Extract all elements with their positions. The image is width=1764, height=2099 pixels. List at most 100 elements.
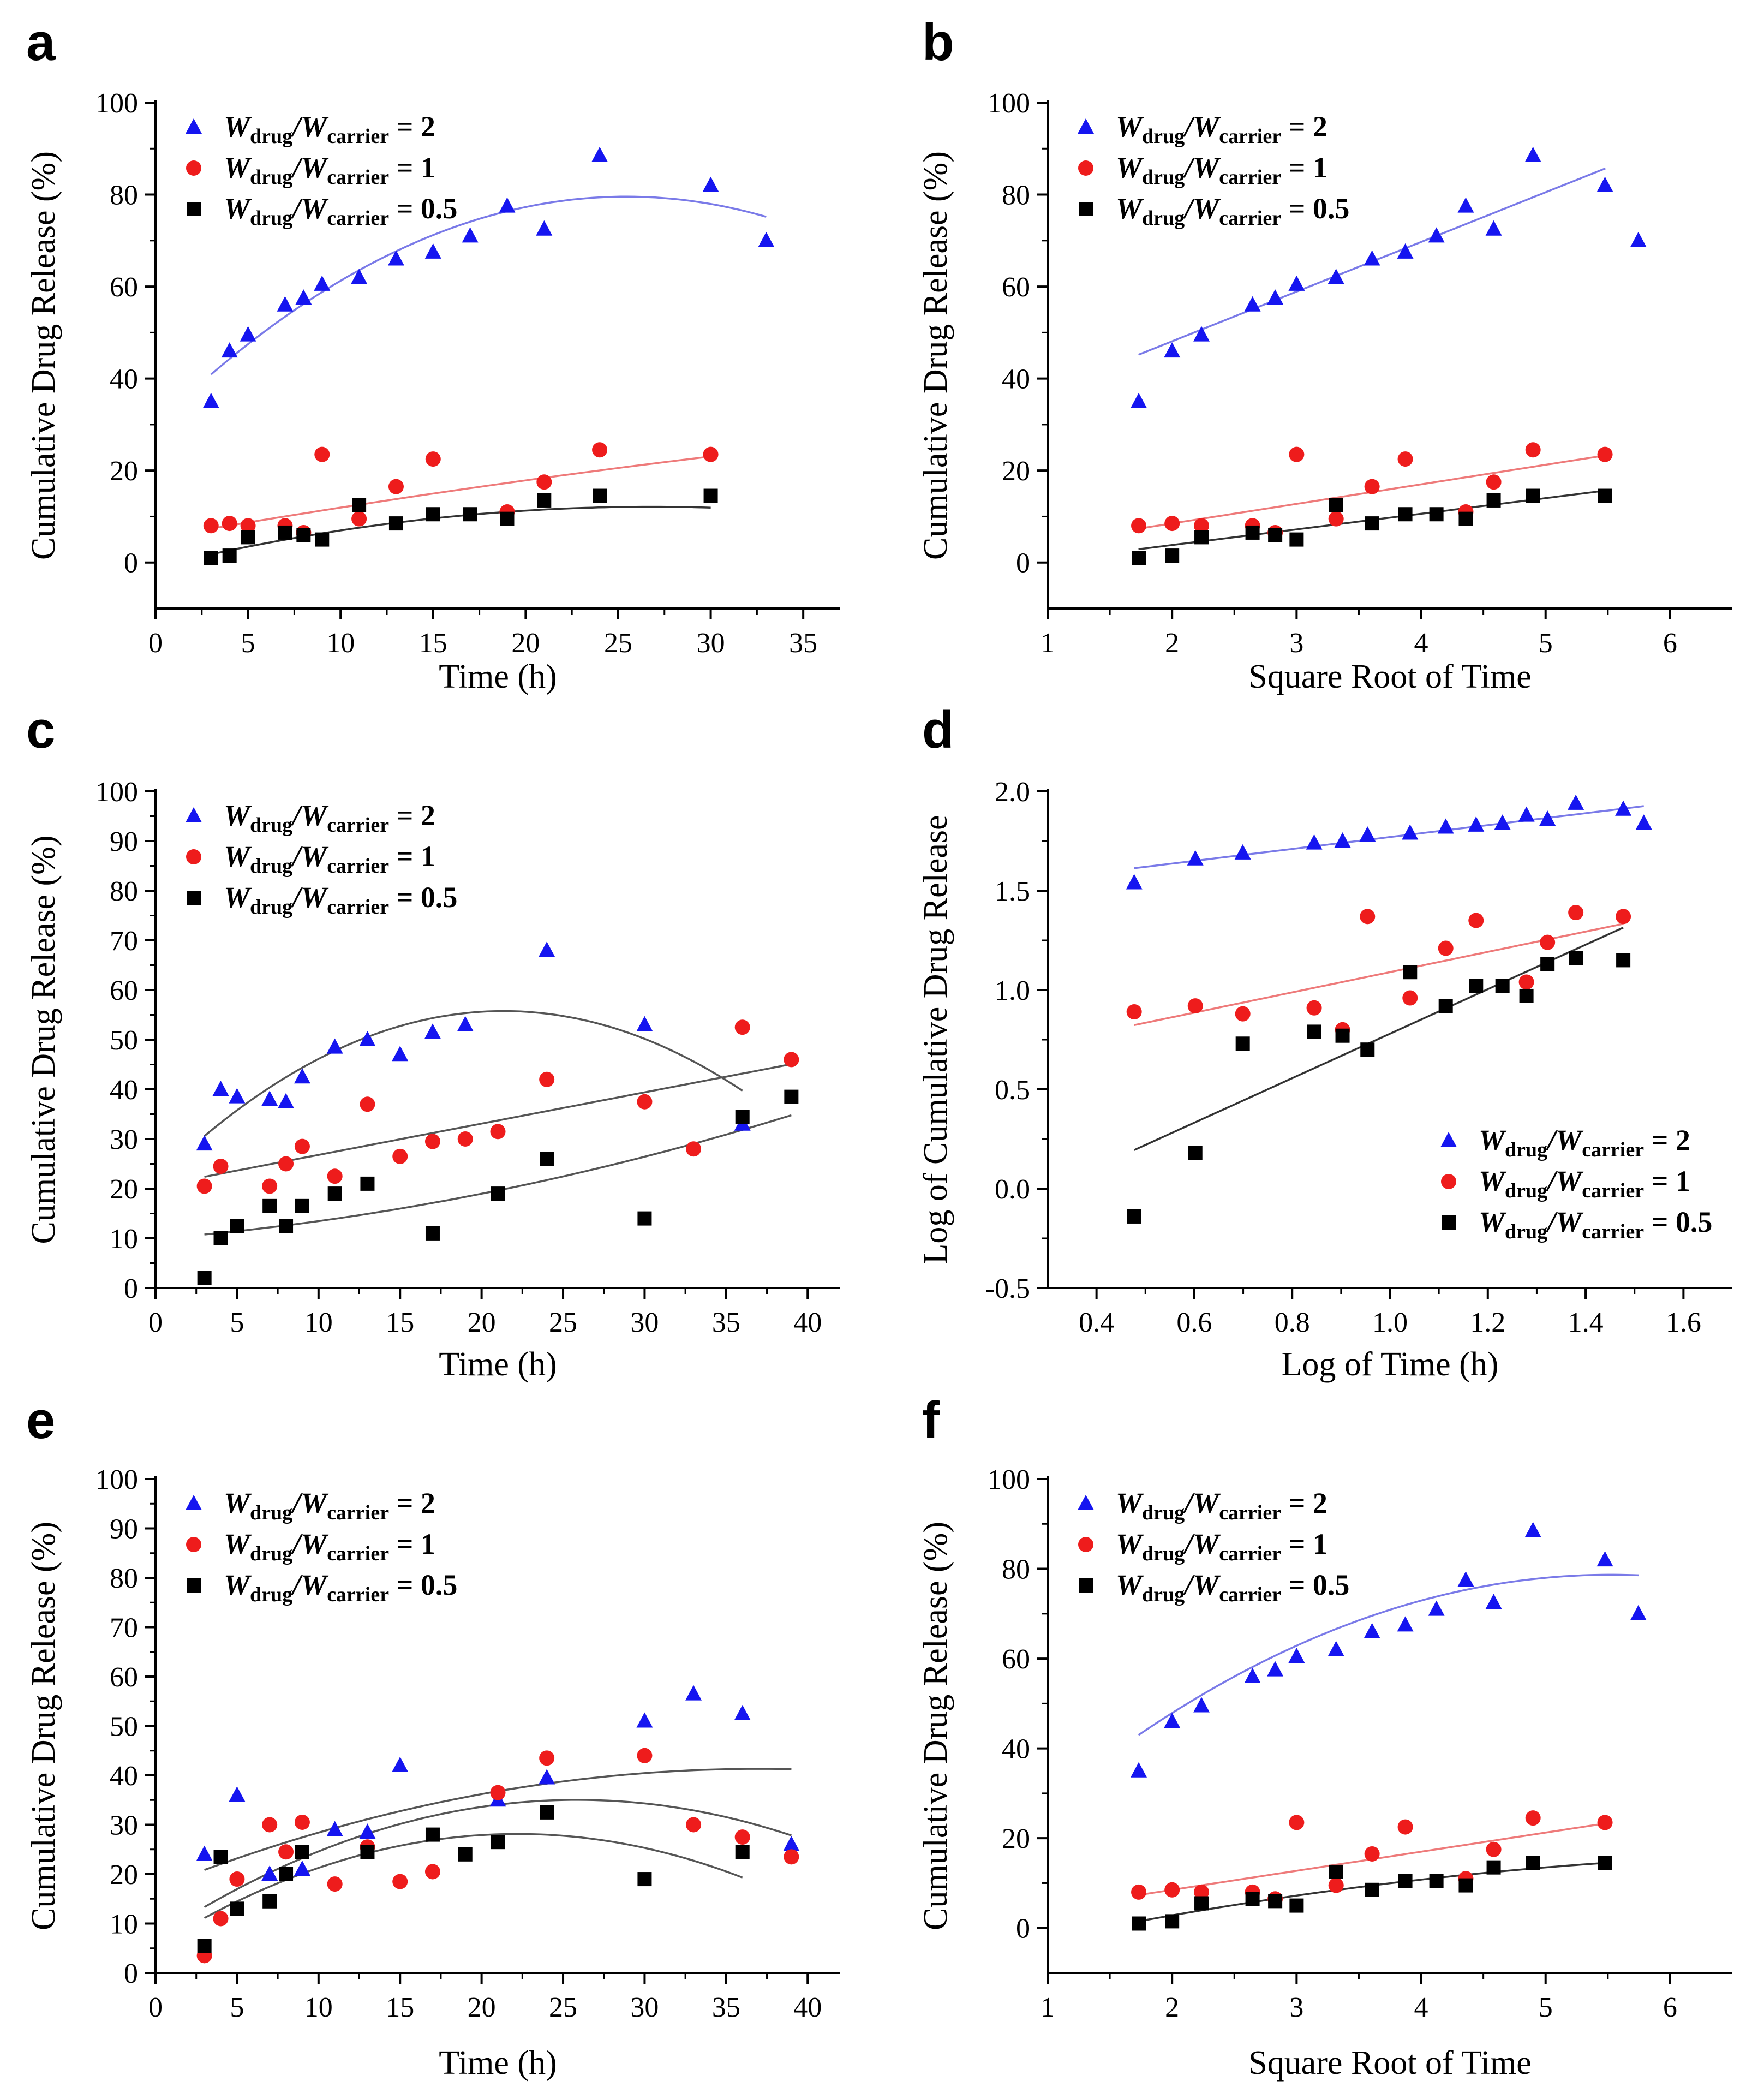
- y-tick-label: 80: [110, 1563, 138, 1594]
- legend-marker: [1440, 1132, 1457, 1147]
- data-point-series-1: [499, 197, 516, 213]
- data-point-series-3: [1486, 1860, 1501, 1875]
- y-tick-label: 60: [110, 272, 138, 303]
- data-point-series-1: [1402, 824, 1419, 840]
- data-point-series-1: [1428, 1600, 1445, 1616]
- legend-entry: Wdrug/Wcarrier = 0.5: [224, 881, 457, 919]
- panel-letter-c: c: [26, 701, 55, 759]
- data-point-series-3: [463, 507, 477, 522]
- legend-marker: [1078, 118, 1094, 134]
- data-point-series-3: [593, 488, 607, 503]
- x-tick-label: 0.6: [1176, 1307, 1212, 1338]
- y-tick-label: 20: [110, 1859, 138, 1891]
- x-tick-label: 10: [304, 1307, 333, 1338]
- x-tick-label: 30: [630, 1992, 659, 2023]
- data-point-series-3: [425, 1827, 440, 1842]
- y-tick-label: 0: [1016, 1913, 1030, 1945]
- x-axis-label: Log of Time (h): [1282, 1346, 1499, 1383]
- data-point-series-2: [1597, 1815, 1613, 1830]
- y-tick-label: 10: [110, 1909, 138, 1940]
- data-point-series-2: [424, 1864, 440, 1880]
- data-point-series-3: [278, 525, 292, 540]
- data-point-series-1: [1485, 1594, 1502, 1609]
- data-point-series-3: [230, 1901, 244, 1916]
- data-point-series-2: [425, 451, 441, 467]
- y-tick-label: 100: [988, 1464, 1030, 1495]
- data-point-series-1: [636, 1016, 653, 1031]
- data-point-series-3: [1540, 957, 1555, 971]
- x-tick-label: 0.4: [1079, 1307, 1114, 1338]
- data-point-series-3: [262, 1894, 277, 1909]
- x-tick-label: 2: [1165, 1992, 1179, 2023]
- legend-marker: [1441, 1174, 1456, 1189]
- data-point-series-1: [1126, 874, 1143, 890]
- data-point-series-3: [222, 548, 237, 563]
- data-point-series-1: [1494, 814, 1511, 830]
- data-point-series-1: [1364, 1623, 1380, 1638]
- x-tick-label: 5: [230, 1307, 244, 1338]
- y-tick-label: 40: [1002, 1734, 1030, 1765]
- data-point-series-2: [592, 442, 608, 458]
- data-point-series-1: [294, 1860, 310, 1876]
- data-point-series-1: [392, 1756, 409, 1772]
- data-point-series-2: [388, 479, 404, 494]
- legend-marker: [187, 891, 201, 905]
- data-point-series-3: [1132, 551, 1146, 565]
- x-tick-label: 5: [1539, 1992, 1553, 2023]
- y-axis-label: Cumulative Drug Release (%): [25, 1522, 62, 1930]
- data-point-series-2: [1468, 913, 1484, 928]
- panel-letter-a: a: [26, 13, 56, 71]
- data-point-series-1: [1267, 289, 1284, 305]
- data-point-series-3: [1429, 507, 1444, 522]
- data-point-series-1: [1234, 844, 1251, 860]
- y-tick-label: 0.5: [995, 1075, 1030, 1106]
- data-point-series-1: [261, 1090, 278, 1106]
- data-point-series-3: [352, 498, 367, 512]
- x-tick-label: 10: [326, 628, 355, 659]
- x-axis-label: Time (h): [439, 1346, 557, 1383]
- data-point-series-2: [490, 1124, 506, 1140]
- data-point-series-1: [294, 1068, 310, 1084]
- y-tick-label: 80: [1002, 180, 1030, 211]
- x-tick-label: 1.2: [1470, 1307, 1505, 1338]
- x-tick-label: 2: [1165, 628, 1179, 659]
- fit-curve-series-1: [1138, 1573, 1639, 1736]
- y-tick-label: 50: [110, 1025, 138, 1056]
- data-point-series-3: [279, 1867, 294, 1881]
- data-point-series-1: [1596, 1551, 1613, 1567]
- data-point-series-3: [197, 1271, 212, 1285]
- data-point-series-1: [1437, 818, 1454, 834]
- fit-curve-series-2: [204, 1063, 792, 1178]
- data-point-series-1: [229, 1088, 246, 1104]
- data-point-series-1: [196, 1845, 213, 1861]
- y-tick-label: 60: [1002, 272, 1030, 303]
- x-tick-label: 35: [712, 1992, 740, 2023]
- data-point-series-2: [734, 1829, 750, 1845]
- data-point-series-1: [1635, 814, 1652, 830]
- data-point-series-2: [1194, 518, 1210, 534]
- data-point-series-3: [1329, 498, 1343, 512]
- data-point-series-3: [1194, 1896, 1209, 1911]
- x-axis-label: Time (h): [439, 2044, 557, 2082]
- y-tick-label: 1.0: [995, 975, 1030, 1006]
- data-point-series-1: [462, 227, 479, 243]
- data-point-series-2: [784, 1052, 799, 1068]
- data-point-series-1: [1364, 250, 1380, 266]
- data-point-series-2: [327, 1168, 343, 1184]
- data-point-series-3: [426, 507, 440, 522]
- data-point-series-1: [359, 1031, 376, 1046]
- data-point-series-1: [424, 243, 441, 259]
- y-tick-label: 100: [95, 777, 138, 808]
- data-point-series-2: [240, 518, 256, 534]
- data-point-series-2: [490, 1785, 506, 1800]
- legend-entry: Wdrug/Wcarrier = 1: [224, 840, 435, 878]
- data-point-series-3: [735, 1110, 750, 1124]
- y-tick-label: 0: [124, 548, 138, 579]
- data-point-series-3: [1486, 493, 1501, 508]
- y-tick-label: 50: [110, 1712, 138, 1743]
- data-point-series-2: [637, 1094, 653, 1110]
